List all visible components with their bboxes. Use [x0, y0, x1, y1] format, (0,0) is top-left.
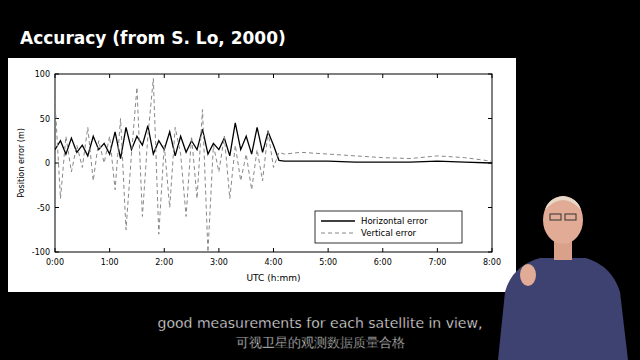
- speaker-body: [498, 258, 628, 360]
- series-line: [55, 123, 492, 163]
- x-tick: [273, 74, 274, 78]
- caption: 可视卫星的观测数据质量合格: [236, 335, 405, 350]
- y-tick: [488, 118, 492, 119]
- y-tick-label: 50: [40, 115, 50, 124]
- x-tick: [164, 248, 165, 252]
- x-tick: [437, 74, 438, 78]
- plot-lines: [55, 78, 492, 252]
- x-tick: [164, 74, 165, 78]
- y-axis-label: Position error (m): [17, 128, 26, 198]
- y-tick-label: -100: [32, 248, 50, 257]
- x-tick-label: 6:00: [374, 258, 392, 267]
- legend-swatch: [321, 220, 355, 221]
- speaker-hair: [545, 196, 581, 210]
- x-tick: [273, 248, 274, 252]
- x-tick-label: 4:00: [265, 258, 283, 267]
- x-tick: [218, 248, 219, 252]
- legend-label: Vertical error: [361, 228, 417, 238]
- y-tick: [488, 74, 492, 75]
- y-tick: [488, 252, 492, 253]
- x-tick-label: 2:00: [155, 258, 173, 267]
- y-tick: [55, 163, 59, 164]
- slide: Accuracy (from S. Lo, 2000) -100 -50 0 50 100…: [0, 0, 640, 360]
- x-tick: [218, 74, 219, 78]
- y-tick-label: 100: [35, 70, 50, 79]
- legend-swatch: [321, 233, 355, 234]
- caption: good measurements for each satellite in …: [158, 315, 483, 331]
- x-tick-label: 3:00: [210, 258, 228, 267]
- series-line: [55, 78, 492, 252]
- x-tick-label: 5:00: [319, 258, 337, 267]
- title: Accuracy (from S. Lo, 2000): [20, 28, 286, 48]
- y-tick: [55, 74, 59, 75]
- x-tick: [328, 74, 329, 78]
- x-tick: [109, 74, 110, 78]
- x-tick: [55, 74, 56, 78]
- x-tick: [382, 248, 383, 252]
- speaker-glasses: [550, 214, 561, 220]
- legend-label: Horizontal error: [361, 216, 428, 226]
- y-tick-label: -50: [37, 204, 50, 213]
- x-tick: [492, 74, 493, 78]
- speaker-glasses: [565, 214, 576, 220]
- x-tick-label: 7:00: [428, 258, 446, 267]
- y-tick: [488, 207, 492, 208]
- x-tick-label: 8:00: [483, 258, 501, 267]
- x-tick: [437, 248, 438, 252]
- speaker: [498, 196, 628, 360]
- y-tick: [55, 207, 59, 208]
- legend-box: [315, 211, 462, 243]
- x-tick: [382, 74, 383, 78]
- x-tick-label: 1:00: [101, 258, 119, 267]
- x-tick: [55, 248, 56, 252]
- x-axis-label: UTC (h:mm): [247, 273, 301, 283]
- y-tick: [55, 252, 59, 253]
- x-tick: [328, 248, 329, 252]
- chart-panel: [8, 58, 516, 292]
- background: [0, 0, 640, 360]
- x-tick: [109, 248, 110, 252]
- y-tick-label: 0: [45, 159, 50, 168]
- x-tick: [492, 248, 493, 252]
- speaker-hand: [520, 264, 536, 286]
- x-tick-label: 0:00: [46, 258, 64, 267]
- speaker-head: [543, 196, 583, 244]
- plot-frame: [55, 74, 492, 252]
